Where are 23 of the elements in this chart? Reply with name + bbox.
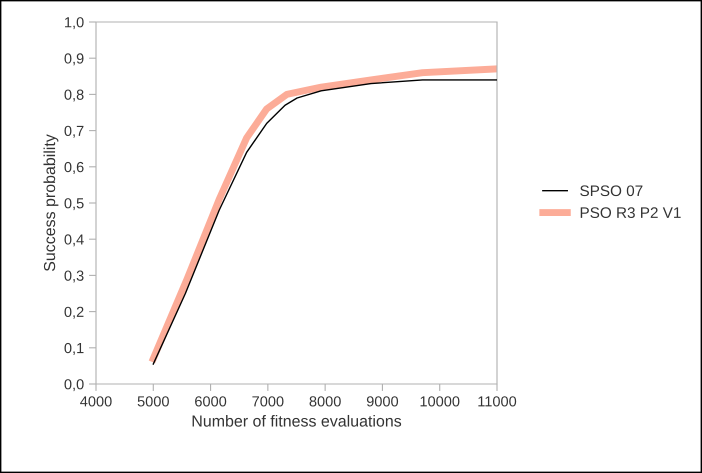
legend-label: PSO R3 P2 V1 <box>580 207 681 218</box>
legend-label: SPSO 07 <box>580 185 642 196</box>
x-tick-label: 4000 <box>80 396 112 407</box>
y-tick-label: 1,0 <box>65 17 84 30</box>
x-tick-label: 9000 <box>366 396 398 407</box>
y-tick-label: 0,4 <box>64 234 84 246</box>
x-tick-label: 8000 <box>310 396 341 407</box>
x-tick-label: 10000 <box>420 396 460 407</box>
y-tick-label: 0,6 <box>64 162 84 174</box>
x-tick-label: 6000 <box>195 396 226 407</box>
y-tick-label: 0,5 <box>64 198 84 210</box>
y-axis-title: Success probability <box>43 134 58 272</box>
y-tick-label: 0,7 <box>64 126 84 138</box>
x-tick-label: 5000 <box>138 396 169 407</box>
y-tick-label: 0,3 <box>64 270 84 283</box>
y-tick-label: 0,2 <box>64 306 84 319</box>
y-tick-label: 0,8 <box>64 90 84 102</box>
x-tick-label: 11000 <box>478 396 516 407</box>
y-tick-label: 0,0 <box>64 379 84 392</box>
y-tick-label: 0,1 <box>64 342 84 355</box>
x-axis-title: Number of fitness evaluations <box>192 414 402 427</box>
x-tick-label: 7000 <box>252 396 284 407</box>
y-tick-label: 0,9 <box>64 53 84 66</box>
